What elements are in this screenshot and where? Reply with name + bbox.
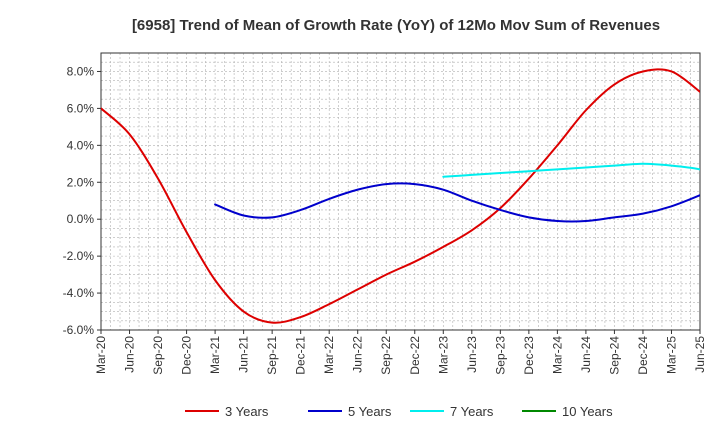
x-tick-label: Jun-22 [351, 336, 365, 373]
axes: -6.0% -4.0% -2.0% 0.0% 2.0% 4.0% 6.0% 8.0% Mar-2… [63, 52, 707, 375]
x-tick-label: Sep-23 [493, 336, 507, 375]
legend: 3 Years 5 Years 7 Years 10 Years [185, 404, 613, 419]
y-tick-label: 0.0% [67, 212, 95, 226]
legend-item-10-years: 10 Years [522, 404, 613, 419]
y-tick-label: 4.0% [67, 138, 95, 152]
x-tick-label: Sep-24 [607, 336, 621, 375]
legend-item-5-years: 5 Years [308, 404, 392, 419]
series-line-5-years [214, 182, 700, 223]
y-tick-label: -2.0% [63, 249, 95, 263]
series-line-7-years [442, 162, 700, 178]
x-tick-label: Mar-21 [208, 336, 222, 374]
y-tick-label: -4.0% [63, 286, 95, 300]
x-tick-label: Sep-22 [379, 336, 393, 375]
plot-background [101, 53, 700, 330]
x-tick-label: Mar-24 [550, 336, 564, 374]
y-tick-label: 6.0% [67, 101, 95, 115]
legend-label: 7 Years [450, 404, 494, 419]
x-tick-label: Jun-23 [465, 336, 479, 373]
x-tick-label: Dec-22 [408, 336, 422, 375]
x-tick-label: Dec-20 [180, 336, 194, 375]
series-line-3-years [101, 68, 700, 324]
legend-item-3-years: 3 Years [185, 404, 269, 419]
x-tick-label: Dec-24 [636, 336, 650, 375]
x-tick-label: Jun-24 [579, 336, 593, 373]
y-tick-label: 8.0% [67, 64, 95, 78]
chart-title: [6958] Trend of Mean of Growth Rate (YoY… [132, 17, 660, 34]
x-tick-label: Jun-20 [123, 336, 137, 373]
series-lines [101, 68, 700, 324]
x-tick-label: Jun-21 [237, 336, 251, 373]
grid [101, 53, 700, 330]
x-tick-label: Mar-22 [322, 336, 336, 374]
x-tick-label: Dec-23 [522, 336, 536, 375]
x-tick-label: Jun-25 [693, 336, 707, 373]
x-tick-label: Sep-21 [265, 336, 279, 375]
y-tick-label: -6.0% [63, 323, 95, 337]
x-tick-label: Mar-20 [94, 336, 108, 374]
x-tick-label: Dec-21 [294, 336, 308, 375]
x-tick-label: Sep-20 [151, 336, 165, 375]
legend-label: 5 Years [348, 404, 392, 419]
plot-frame [100, 52, 701, 331]
x-tick-label: Mar-23 [436, 336, 450, 374]
legend-item-7-years: 7 Years [410, 404, 494, 419]
y-tick-label: 2.0% [67, 175, 95, 189]
x-tick-label: Mar-25 [664, 336, 678, 374]
legend-label: 3 Years [225, 404, 269, 419]
legend-label: 10 Years [562, 404, 613, 419]
